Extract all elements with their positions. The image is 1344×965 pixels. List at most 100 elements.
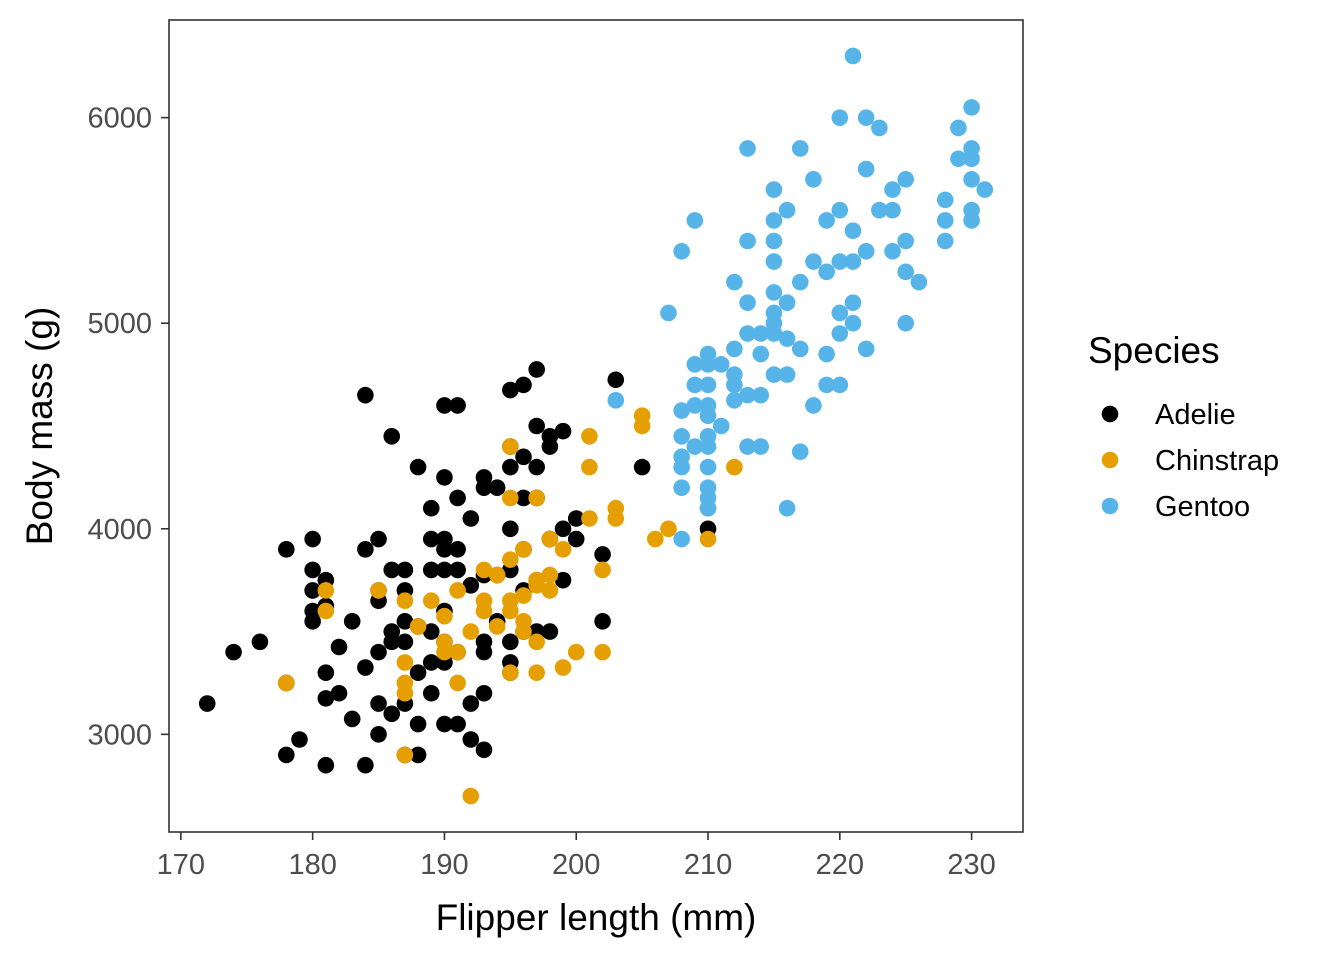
data-point-chinstrap [581,510,598,527]
data-point-gentoo [673,458,690,476]
data-point-chinstrap [317,582,335,599]
data-point-gentoo [778,201,796,219]
data-point-adelie [449,489,466,507]
data-point-gentoo [831,325,849,342]
data-point-gentoo [765,366,783,383]
data-point-gentoo [884,242,901,260]
data-point-adelie [396,633,414,651]
data-point-gentoo [686,376,704,394]
data-point-chinstrap [515,541,532,558]
data-point-adelie [357,541,374,558]
data-point-gentoo [765,212,783,229]
data-point-gentoo [673,530,690,548]
data-point-gentoo [739,325,756,342]
data-point-chinstrap [502,551,519,568]
data-point-gentoo [607,392,625,409]
data-point-chinstrap [396,654,414,671]
data-point-adelie [304,530,321,548]
data-point-gentoo [778,294,796,311]
data-point-adelie [225,643,242,661]
legend-key-adelie [1101,405,1119,423]
data-point-adelie [502,633,519,651]
data-point-adelie [277,541,295,558]
data-point-chinstrap [515,623,532,640]
data-point-adelie [370,726,387,743]
y-axis-title: Body mass (g) [19,307,60,546]
data-point-gentoo [805,171,822,188]
data-point-chinstrap [528,577,545,594]
data-point-gentoo [844,47,862,65]
data-point-adelie [317,664,335,681]
data-point-chinstrap [436,607,453,625]
legend-key-gentoo [1101,497,1119,515]
data-point-adelie [449,541,466,558]
data-point-adelie [317,690,335,707]
x-tick-label: 200 [552,849,600,881]
data-point-adelie [436,469,453,486]
data-point-gentoo [726,376,743,394]
data-point-chinstrap [528,489,545,507]
y-tick-label: 4000 [87,514,152,546]
data-point-gentoo [857,340,875,358]
data-point-chinstrap [502,438,519,455]
data-point-gentoo [831,253,849,270]
data-point-adelie [436,541,453,558]
data-point-gentoo [752,345,770,363]
series-gentoo [607,47,994,548]
x-tick-label: 220 [816,849,864,881]
data-point-adelie [409,715,427,733]
data-point-gentoo [699,499,717,517]
data-point-gentoo [778,366,796,383]
data-point-chinstrap [475,602,493,620]
series-chinstrap [277,356,743,805]
data-point-gentoo [739,232,756,250]
data-point-adelie [449,397,466,414]
data-point-adelie [436,715,453,733]
data-point-gentoo [818,376,835,394]
data-point-chinstrap [462,623,480,640]
data-point-adelie [528,417,545,435]
data-point-gentoo [660,304,677,322]
data-point-adelie [554,520,572,538]
data-point-chinstrap [422,592,440,610]
data-point-adelie [251,633,269,651]
data-point-gentoo [963,99,980,116]
data-point-gentoo [871,119,888,137]
data-point-gentoo [844,253,862,270]
data-point-gentoo [765,232,783,250]
data-point-gentoo [857,160,875,178]
data-point-chinstrap [726,458,743,476]
data-point-adelie [422,561,440,579]
data-point-gentoo [805,253,822,270]
data-point-gentoo [699,438,717,455]
data-point-gentoo [871,201,888,219]
data-point-adelie [541,438,559,455]
data-point-adelie [554,571,572,589]
data-point-adelie [554,422,572,440]
data-point-chinstrap [554,659,572,676]
data-point-adelie [317,756,335,774]
data-point-chinstrap [396,592,414,610]
data-point-adelie [370,695,387,712]
data-point-adelie [541,623,559,640]
data-point-adelie [383,561,401,579]
data-point-adelie [502,458,519,476]
data-point-gentoo [936,212,954,229]
data-point-gentoo [765,325,783,342]
data-point-gentoo [699,376,717,394]
data-point-gentoo [712,356,730,373]
data-point-gentoo [791,443,809,461]
data-point-adelie [422,623,440,640]
data-point-adelie [396,561,414,579]
data-point-adelie [291,731,308,748]
data-point-adelie [422,499,440,517]
data-point-chinstrap [581,458,598,476]
data-point-adelie [475,643,493,661]
data-point-gentoo [673,242,690,260]
data-point-chinstrap [502,602,519,620]
legend: Species Adelie Chinstrap Gentoo [1088,330,1279,523]
data-point-gentoo [963,212,980,229]
data-point-chinstrap [436,643,453,661]
